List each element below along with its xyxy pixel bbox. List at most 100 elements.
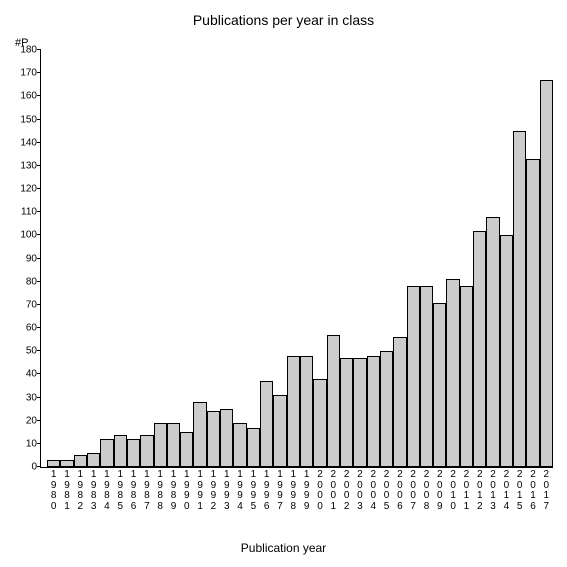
plot-area: 0102030405060708090100110120130140150160… <box>40 50 553 468</box>
y-tick-label: 0 <box>31 462 41 473</box>
x-tick-label: 2011 <box>460 467 473 512</box>
x-tick-label: 2017 <box>540 467 553 512</box>
y-tick-label: 170 <box>20 68 41 79</box>
y-tick-label: 40 <box>26 369 41 380</box>
bar <box>393 337 406 467</box>
y-tick-mark <box>37 397 41 398</box>
x-tick-label: 2010 <box>446 467 459 512</box>
y-tick-label: 50 <box>26 346 41 357</box>
y-tick-mark <box>37 350 41 351</box>
bar <box>353 358 366 467</box>
x-tick-label: 1985 <box>114 467 127 512</box>
chart-title: Publications per year in class <box>0 12 567 28</box>
bar <box>420 286 433 467</box>
bar <box>207 411 220 467</box>
bar <box>87 453 100 467</box>
x-tick-label: 1988 <box>154 467 167 512</box>
x-tick-label: 2004 <box>367 467 380 512</box>
y-tick-label: 30 <box>26 392 41 403</box>
x-tick-label: 2016 <box>526 467 539 512</box>
x-tick-label: 1998 <box>287 467 300 512</box>
chart-container: Publications per year in class #P 010203… <box>0 0 567 567</box>
y-tick-label: 180 <box>20 45 41 56</box>
x-tick-label: 1990 <box>180 467 193 512</box>
x-tick-label: 2014 <box>500 467 513 512</box>
x-tick-label: 1982 <box>74 467 87 512</box>
bar <box>287 356 300 467</box>
y-tick-label: 160 <box>20 91 41 102</box>
bar <box>513 131 526 467</box>
y-tick-mark <box>37 420 41 421</box>
bar <box>114 435 127 467</box>
y-tick-mark <box>37 258 41 259</box>
bar <box>100 439 113 467</box>
x-tick-label: 1984 <box>100 467 113 512</box>
y-tick-label: 80 <box>26 276 41 287</box>
x-tick-label: 1986 <box>127 467 140 512</box>
bar <box>233 423 246 467</box>
bar <box>367 356 380 467</box>
y-tick-mark <box>37 95 41 96</box>
bars-layer <box>41 50 553 467</box>
bar <box>380 351 393 467</box>
x-tick-label: 2000 <box>313 467 326 512</box>
y-tick-label: 130 <box>20 160 41 171</box>
y-tick-label: 10 <box>26 438 41 449</box>
bar <box>446 279 459 467</box>
x-tick-label: 2013 <box>486 467 499 512</box>
y-tick-mark <box>37 142 41 143</box>
y-tick-mark <box>37 119 41 120</box>
x-tick-label: 1991 <box>193 467 206 512</box>
bar <box>220 409 233 467</box>
x-tick-label: 1987 <box>140 467 153 512</box>
x-tick-label: 2002 <box>340 467 353 512</box>
y-tick-label: 150 <box>20 114 41 125</box>
bar <box>273 395 286 467</box>
y-tick-label: 120 <box>20 184 41 195</box>
y-tick-label: 70 <box>26 299 41 310</box>
y-tick-mark <box>37 443 41 444</box>
bar <box>486 217 499 467</box>
bar <box>526 159 539 467</box>
y-tick-mark <box>37 373 41 374</box>
bar <box>140 435 153 467</box>
x-tick-label: 1997 <box>273 467 286 512</box>
x-tick-label: 2001 <box>327 467 340 512</box>
bar <box>407 286 420 467</box>
x-tick-label: 1992 <box>207 467 220 512</box>
bar <box>167 423 180 467</box>
x-tick-label: 2003 <box>353 467 366 512</box>
y-tick-label: 100 <box>20 230 41 241</box>
y-tick-label: 90 <box>26 253 41 264</box>
bar <box>180 432 193 467</box>
bar <box>540 80 553 467</box>
x-tick-label: 1983 <box>87 467 100 512</box>
bar <box>127 439 140 467</box>
bar <box>154 423 167 467</box>
x-tick-label: 1994 <box>233 467 246 512</box>
bar <box>500 235 513 467</box>
bar <box>460 286 473 467</box>
y-tick-label: 140 <box>20 137 41 148</box>
y-tick-mark <box>37 466 41 467</box>
bar <box>193 402 206 467</box>
x-tick-label: 2007 <box>407 467 420 512</box>
x-tick-label: 1995 <box>247 467 260 512</box>
x-tick-label: 1989 <box>167 467 180 512</box>
bar <box>60 460 73 467</box>
x-tick-label: 2012 <box>473 467 486 512</box>
x-tick-label: 1996 <box>260 467 273 512</box>
y-tick-mark <box>37 304 41 305</box>
y-tick-mark <box>37 188 41 189</box>
y-tick-mark <box>37 327 41 328</box>
y-tick-mark <box>37 49 41 50</box>
bar <box>327 335 340 467</box>
x-tick-label: 2005 <box>380 467 393 512</box>
y-tick-label: 20 <box>26 415 41 426</box>
y-tick-mark <box>37 281 41 282</box>
y-tick-mark <box>37 211 41 212</box>
y-tick-label: 110 <box>21 207 41 218</box>
bar <box>433 303 446 467</box>
bar <box>74 455 87 467</box>
bar <box>300 356 313 467</box>
